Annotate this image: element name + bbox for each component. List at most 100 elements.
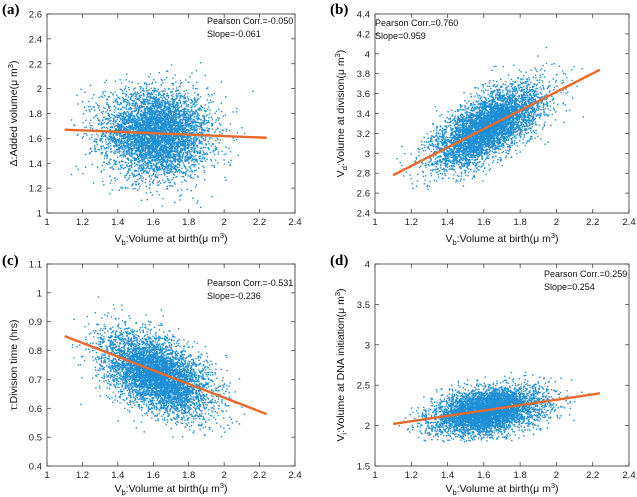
x-tick-label: 2.4: [622, 217, 635, 228]
pearson-corr-annotation: Pearson Corr.=-0.531: [207, 278, 293, 288]
x-tick-label: 1.4: [111, 217, 124, 228]
y-tick-label: 2: [365, 421, 370, 432]
slope-annotation: Slope=0.959: [375, 31, 426, 41]
y-tick-label: 1: [37, 288, 42, 299]
plot-frame: [46, 263, 296, 467]
y-tick-label: 4: [365, 49, 370, 60]
x-tick-label: 1.8: [182, 470, 195, 481]
x-axis-label: Vb:Volume at birth(μ m3): [114, 231, 227, 247]
y-tick-label: 3.6: [357, 89, 370, 100]
chart-panel-b: (b) 1 1.2 1.4 1.6 1.8 2 2.2 2.4 2.4 2.6 2.8 3 3.2 3.4 3…: [330, 2, 636, 247]
x-tick-label: 1.4: [441, 470, 454, 481]
chart-panel-a: (a) 1 1.2 1.4 1.6 1.8 2 2.2 2.4 1 1.2 1.4 1.6 1.8 2 2.2…: [2, 2, 302, 247]
slope-annotation: Slope=-0.061: [207, 29, 261, 39]
y-tick-label: 1: [37, 209, 42, 220]
x-tick-label: 1.4: [111, 470, 124, 481]
x-tick-label: 2.2: [586, 217, 599, 228]
x-tick-label: 2: [221, 217, 226, 228]
chart-panel-c: (c) 1 1.2 1.4 1.6 1.8 2 2.2 2.4 0.4 0.5 0.6 0.7 0.8 0.…: [2, 253, 302, 497]
x-axis-label: Vb:Volume at birth(μ m3): [445, 481, 558, 497]
y-tick-label: 2.4: [29, 34, 42, 45]
regression-line: [392, 68, 601, 177]
chart-panel-d: (d) 1 1.2 1.4 1.6 1.8 2 2.2 2.4 1.5 2 2.5 3 3.5 4 Vb:Vo…: [330, 253, 636, 497]
y-axis-label: Vd:Volume at division(μ m3): [333, 50, 349, 178]
y-tick-label: 4: [365, 260, 370, 271]
x-tick-label: 1.2: [405, 217, 418, 228]
pearson-corr-annotation: Pearson Corr.=-0.050: [207, 16, 293, 26]
y-tick-label: 2.2: [29, 59, 42, 70]
regression-line: [392, 392, 601, 426]
slope-annotation: Slope=-0.236: [207, 291, 261, 301]
x-tick-label: 2.2: [586, 470, 599, 481]
plot-frame: [374, 263, 630, 467]
y-tick-label: 3.2: [357, 129, 370, 140]
x-tick-label: 1.6: [147, 470, 160, 481]
y-tick-label: 1.1: [29, 260, 42, 271]
y-tick-label: 0.6: [29, 404, 42, 415]
y-axis-label: τ:Division time (hrs): [8, 319, 20, 410]
y-tick-label: 1.2: [29, 184, 42, 195]
x-tick-label: 1: [372, 217, 377, 228]
x-tick-label: 1.6: [477, 217, 490, 228]
y-tick-label: 1.8: [29, 109, 42, 120]
y-tick-label: 1.4: [29, 159, 42, 170]
y-tick-label: 1.6: [29, 134, 42, 145]
x-tick-label: 1: [44, 217, 49, 228]
y-tick-label: 2.5: [357, 381, 370, 392]
slope-annotation: Slope=0.254: [544, 282, 595, 292]
panel-label: (b): [330, 2, 348, 18]
x-tick-label: 2: [554, 470, 559, 481]
x-tick-label: 1.6: [477, 470, 490, 481]
x-tick-label: 1: [44, 470, 49, 481]
regression-line: [64, 128, 267, 139]
x-tick-label: 1.8: [182, 217, 195, 228]
y-tick-label: 3.5: [357, 300, 370, 311]
x-tick-label: 1.8: [514, 217, 527, 228]
y-tick-label: 4.4: [357, 10, 370, 21]
x-tick-label: 1.2: [76, 217, 89, 228]
y-tick-label: 3: [365, 340, 370, 351]
y-tick-label: 3.8: [357, 69, 370, 80]
scatter-points: [398, 371, 590, 443]
pearson-corr-annotation: Pearson Corr.=0.259: [544, 269, 627, 279]
y-tick-label: 0.4: [29, 462, 42, 473]
x-tick-label: 2.4: [288, 217, 301, 228]
y-tick-label: 2.8: [357, 169, 370, 180]
y-tick-label: 2: [37, 84, 42, 95]
x-tick-label: 2.4: [288, 470, 301, 481]
y-axis-label: Δ:Added volume(μ m3): [6, 61, 20, 167]
y-axis-label: Vi:Volume at DNA initiation(μ m3): [333, 288, 349, 441]
x-tick-label: 1.2: [405, 470, 418, 481]
y-tick-label: 0.8: [29, 346, 42, 357]
x-tick-label: 2: [554, 217, 559, 228]
panel-label: (c): [2, 253, 19, 269]
y-tick-label: 0.7: [29, 375, 42, 386]
x-tick-label: 1.6: [147, 217, 160, 228]
x-tick-label: 2.2: [253, 470, 266, 481]
y-tick-label: 2.4: [357, 209, 370, 220]
regression-line: [64, 335, 268, 416]
x-tick-label: 2.2: [253, 217, 266, 228]
x-tick-label: 2: [221, 470, 226, 481]
pearson-corr-annotation: Pearson Corr.=0.760: [375, 18, 458, 28]
x-axis-label: Vb:Volume at birth(μ m3): [445, 231, 558, 247]
y-tick-label: 4.2: [357, 29, 370, 40]
scatter-points: [396, 46, 585, 191]
x-tick-label: 1.8: [514, 470, 527, 481]
x-tick-label: 1.4: [441, 217, 454, 228]
y-tick-label: 3.4: [357, 109, 370, 120]
x-axis-label: Vb:Volume at birth(μ m3): [114, 481, 227, 497]
scatter-points: [71, 296, 246, 438]
y-tick-label: 1.5: [357, 462, 370, 473]
y-tick-label: 2.6: [357, 189, 370, 200]
x-tick-label: 1.2: [76, 470, 89, 481]
x-tick-label: 2.4: [622, 470, 635, 481]
y-tick-label: 0.9: [29, 317, 42, 328]
y-tick-label: 0.5: [29, 433, 42, 444]
x-tick-label: 1: [372, 470, 377, 481]
panel-label: (a): [2, 2, 20, 18]
y-tick-label: 3: [365, 149, 370, 160]
panel-label: (d): [330, 253, 348, 269]
y-tick-label: 2.6: [29, 10, 42, 21]
